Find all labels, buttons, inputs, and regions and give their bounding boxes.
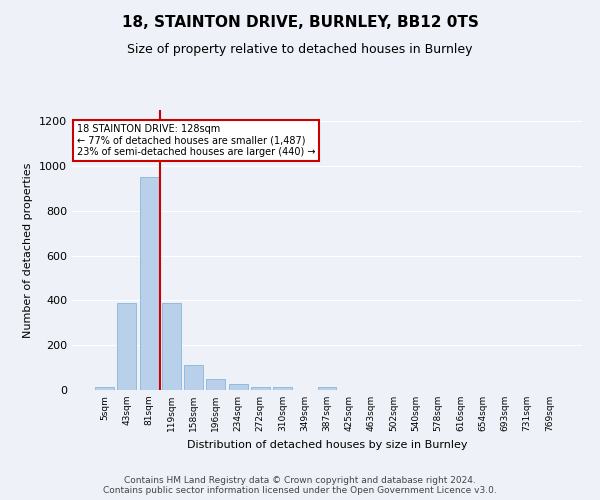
Bar (317, 388, 337, 390)
Bar (162, 302, 181, 390)
Bar (95, 386, 114, 390)
Text: 18, STAINTON DRIVE, BURNLEY, BB12 0TS: 18, STAINTON DRIVE, BURNLEY, BB12 0TS (122, 15, 478, 30)
Bar (118, 302, 136, 390)
Bar (229, 384, 248, 390)
Bar (184, 366, 203, 390)
Bar (206, 379, 225, 390)
Text: Size of property relative to detached houses in Burnley: Size of property relative to detached ho… (127, 42, 473, 56)
Y-axis label: Number of detached properties: Number of detached properties (23, 162, 34, 338)
Text: 18 STAINTON DRIVE: 128sqm
← 77% of detached houses are smaller (1,487)
23% of se: 18 STAINTON DRIVE: 128sqm ← 77% of detac… (77, 124, 316, 157)
Text: Contains HM Land Registry data © Crown copyright and database right 2024.
Contai: Contains HM Land Registry data © Crown c… (103, 476, 497, 495)
Bar (273, 388, 292, 390)
Bar (251, 386, 270, 390)
X-axis label: Distribution of detached houses by size in Burnley: Distribution of detached houses by size … (187, 440, 467, 450)
Bar (140, 177, 158, 390)
